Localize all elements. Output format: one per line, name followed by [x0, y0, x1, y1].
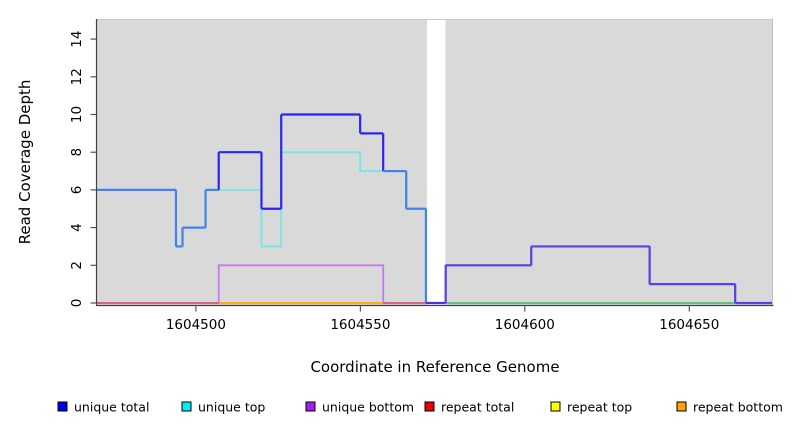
legend-label: unique total	[74, 400, 149, 415]
y-tick-label: 8	[69, 148, 85, 157]
legend-item-unique-top: unique top	[181, 400, 265, 415]
legend-swatch	[424, 401, 435, 412]
legend-label: repeat bottom	[693, 400, 783, 415]
legend-item-unique-total: unique total	[57, 400, 149, 415]
y-tick-label: 14	[69, 31, 85, 48]
legend-label: unique bottom	[322, 400, 414, 415]
legend-swatch	[305, 401, 316, 412]
masked-region	[426, 19, 446, 305]
y-tick-label: 12	[69, 68, 85, 85]
x-tick-label: 1604650	[659, 317, 719, 333]
legend-swatch	[550, 401, 561, 412]
legend-swatch	[181, 401, 192, 412]
legend: unique total unique top unique bottom re…	[57, 400, 783, 415]
x-ticks	[195, 305, 690, 312]
legend-item-repeat-top: repeat top	[550, 400, 632, 415]
legend-swatch	[676, 401, 687, 412]
y-tick-label: 0	[69, 299, 85, 308]
legend-item-repeat-bottom: repeat bottom	[676, 400, 783, 415]
y-ticks	[90, 38, 97, 304]
y-tick-label: 6	[69, 186, 85, 195]
legend-swatch	[57, 401, 68, 412]
x-tick-label: 1604550	[330, 317, 390, 333]
legend-label: repeat total	[441, 400, 514, 415]
legend-label: repeat top	[567, 400, 632, 415]
x-tick-label: 1604500	[166, 317, 226, 333]
y-tick-label: 2	[69, 261, 85, 270]
y-tick-label: 4	[69, 223, 85, 232]
legend-item-unique-bottom: unique bottom	[305, 400, 414, 415]
y-tick-label: 10	[69, 106, 85, 123]
chart-layer	[97, 19, 773, 305]
x-tick-label: 1604600	[495, 317, 555, 333]
legend-label: unique top	[198, 400, 265, 415]
x-axis-title: Coordinate in Reference Genome	[310, 358, 559, 376]
legend-item-repeat-total: repeat total	[424, 400, 514, 415]
y-axis-title: Read Coverage Depth	[16, 80, 34, 245]
